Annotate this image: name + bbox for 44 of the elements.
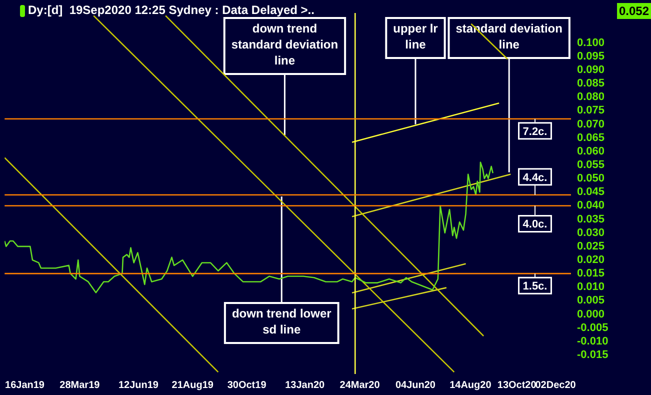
x-tick-label: 13Jan20	[285, 380, 326, 391]
annotation: upper lr line	[393, 21, 438, 52]
y-tick-label: 0.080	[577, 91, 605, 104]
annotation: down trend lower sd line	[232, 306, 332, 336]
x-tick-label: 14Aug20	[450, 380, 492, 391]
y-tick-label: 0.065	[577, 132, 605, 144]
text: 0.052	[616, 3, 651, 19]
chart-title: Dy:[d] 19Sep2020 12:25 Sydney : Data Delayed >..	[28, 3, 314, 17]
x-tick-label: 02Dec20	[535, 380, 576, 391]
ref-line-label: 1.5c.	[522, 280, 548, 293]
y-tick-label: 0.015	[577, 268, 605, 280]
y-tick-label: 0.005	[577, 294, 605, 307]
x-tick-label: 24Mar20	[340, 380, 380, 391]
ref-line-label: 4.4c.	[522, 172, 548, 184]
y-tick-label: 0.095	[577, 50, 605, 62]
y-tick-label: 0.085	[577, 78, 605, 90]
y-tick-label: 0.000	[577, 308, 605, 320]
y-tick-label: 0.040	[577, 200, 605, 212]
ref-line-label: 7.2c.	[522, 126, 548, 138]
x-tick-label: 16Jan19	[4, 380, 45, 391]
y-tick-label: 0.010	[577, 281, 605, 294]
y-tick-label: 0.075	[577, 104, 605, 117]
y-tick-label: 0.025	[577, 240, 605, 252]
y-tick-label: 0.030	[577, 226, 605, 239]
y-tick-label: 0.090	[577, 64, 605, 76]
y-tick-label: 0.045	[577, 186, 605, 198]
y-tick-label: 0.100	[577, 36, 605, 49]
y-tick-label: 0.035	[577, 213, 605, 226]
x-tick-label: 30Oct19	[227, 380, 267, 391]
y-tick-label: 0.055	[577, 159, 605, 172]
y-tick-label: -0.015	[577, 349, 608, 362]
ref-line-label: 4.0c.	[522, 218, 548, 231]
y-tick-label: -0.005	[577, 322, 608, 334]
x-tick-label: 21Aug19	[172, 380, 214, 391]
x-tick-label: 13Oct20	[497, 380, 537, 391]
x-tick-label: 28Mar19	[60, 380, 100, 391]
y-tick-label: 0.060	[577, 145, 605, 158]
y-tick-label: -0.010	[577, 335, 608, 348]
y-tick-label: 0.020	[577, 254, 605, 266]
y-tick-label: 0.050	[577, 172, 605, 185]
x-tick-label: 04Jun20	[395, 380, 436, 391]
y-tick-label: 0.070	[577, 118, 605, 130]
annotation: down trend standard deviation line	[231, 21, 338, 68]
x-tick-label: 12Jun19	[118, 380, 159, 391]
